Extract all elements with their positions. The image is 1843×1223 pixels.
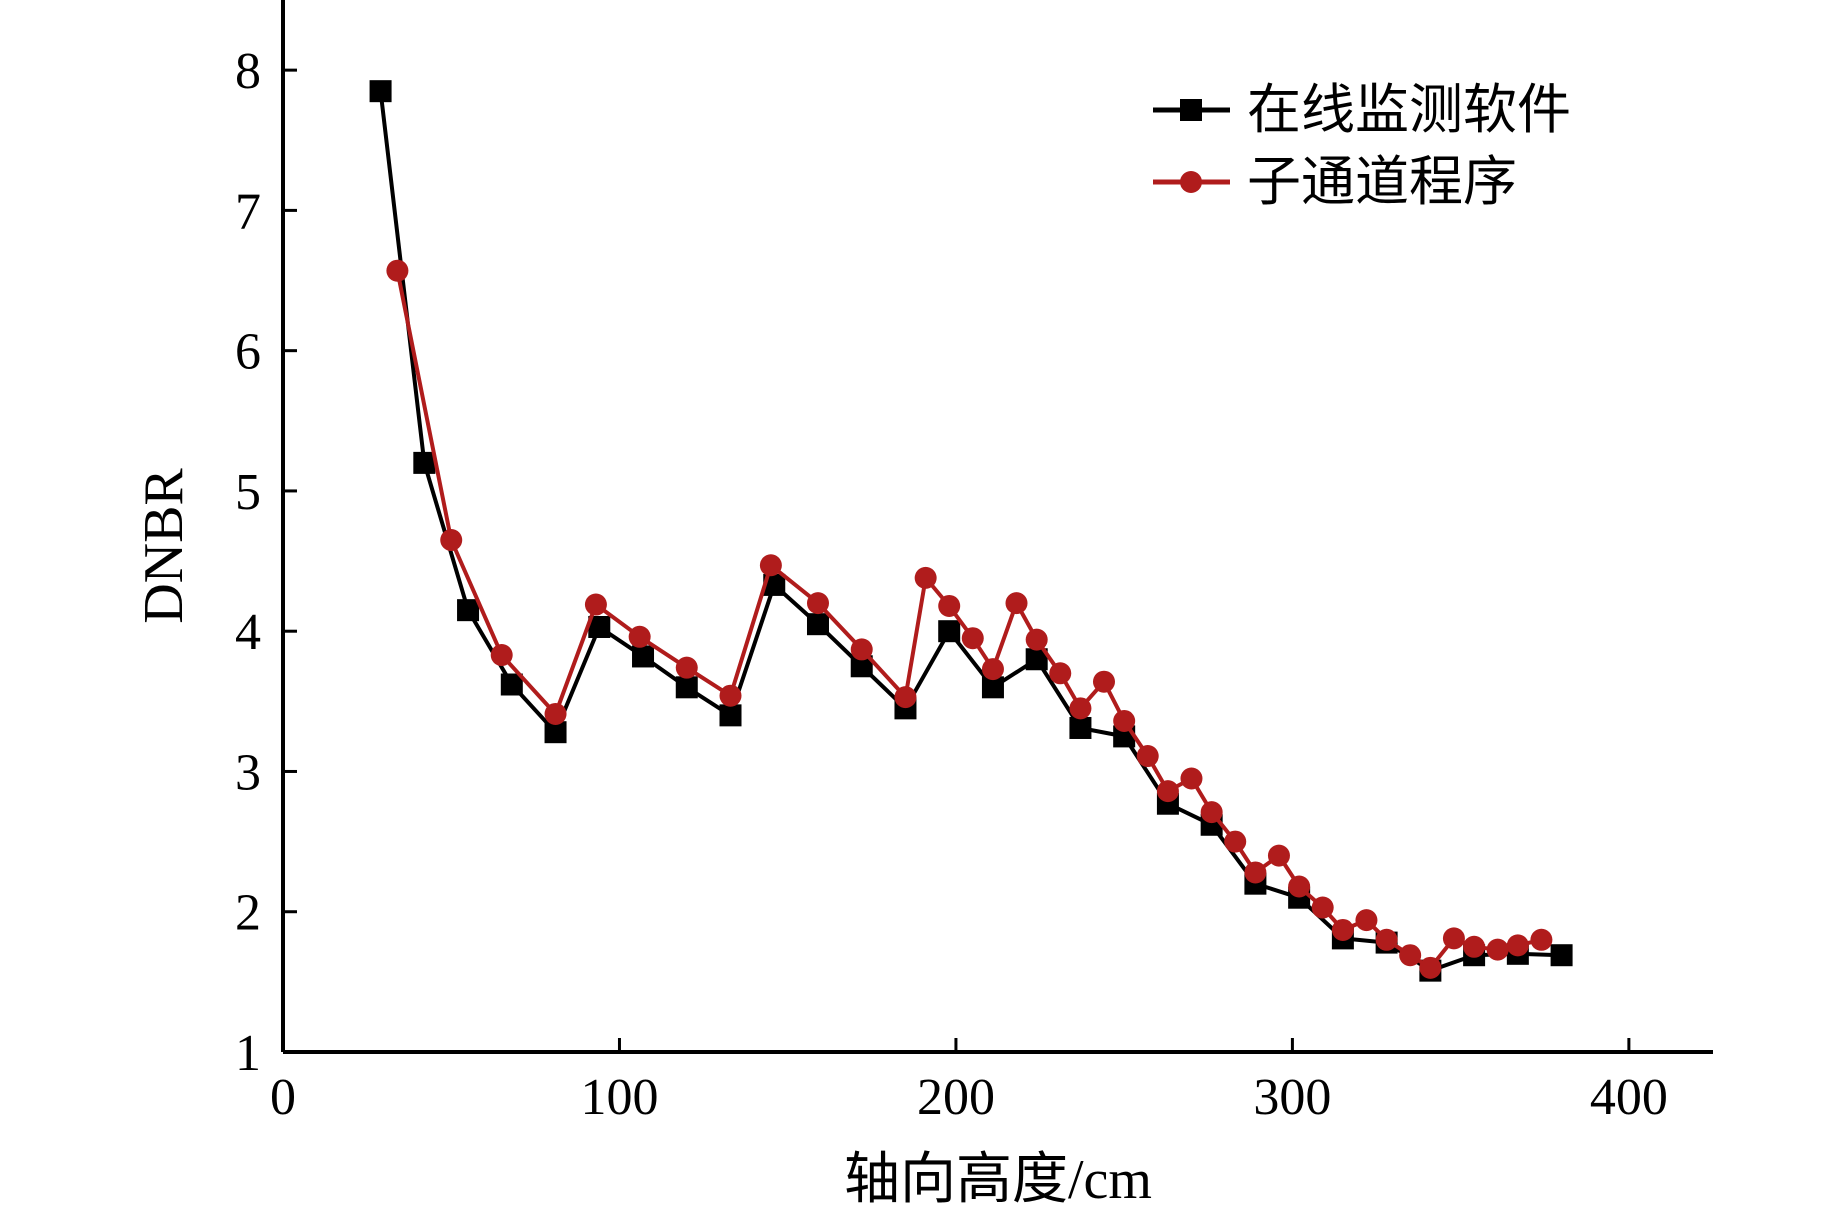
- y-tick-label: 2: [235, 885, 261, 942]
- data-point: [981, 676, 1004, 699]
- data-point: [369, 80, 392, 103]
- y-tick-label: 4: [235, 604, 261, 661]
- y-tick-label: 1: [235, 1025, 261, 1082]
- data-point: [544, 721, 567, 744]
- series-line: [378, 90, 1562, 973]
- data-point: [1224, 830, 1247, 853]
- data-point: [1092, 670, 1115, 693]
- data-point: [1375, 928, 1398, 951]
- data-point: [850, 655, 873, 678]
- legend-item: 在线监测软件: [1153, 78, 1571, 141]
- data-point: [500, 673, 523, 696]
- legend-marker: [1180, 99, 1202, 121]
- data-point: [1267, 844, 1290, 867]
- y-tick-label: 3: [235, 744, 261, 801]
- data-point: [1156, 780, 1179, 803]
- series-line: [395, 270, 1542, 970]
- data-point: [413, 451, 436, 474]
- legend-label: 子通道程序: [1247, 150, 1517, 213]
- data-point: [1442, 927, 1465, 950]
- series-layer: [369, 80, 1573, 982]
- data-point: [981, 658, 1004, 681]
- data-point: [759, 554, 782, 577]
- data-point: [440, 529, 463, 552]
- legend-label: 在线监测软件: [1247, 78, 1571, 141]
- data-point: [628, 625, 651, 648]
- data-point: [961, 627, 984, 650]
- data-point: [1025, 648, 1048, 671]
- y-tick-label: 5: [235, 464, 261, 521]
- data-point: [675, 676, 698, 699]
- data-point: [894, 686, 917, 709]
- x-ticks: 0 100 200 300 400: [270, 1038, 1668, 1126]
- data-point: [1506, 934, 1529, 957]
- series-1: [369, 80, 1573, 982]
- data-point: [632, 645, 655, 668]
- data-point: [1311, 896, 1334, 919]
- x-tick-label: 300: [1253, 1069, 1331, 1126]
- data-point: [938, 620, 961, 643]
- data-point: [675, 656, 698, 679]
- data-point: [914, 566, 937, 589]
- data-point: [1355, 909, 1378, 932]
- legend-marker: [1180, 171, 1202, 193]
- data-point: [1288, 875, 1311, 898]
- data-point: [584, 593, 607, 616]
- data-point: [544, 702, 567, 725]
- y-tick-label: 7: [235, 183, 261, 240]
- data-point: [1486, 938, 1509, 961]
- x-tick-label: 100: [580, 1069, 658, 1126]
- data-point: [938, 594, 961, 617]
- data-point: [1530, 928, 1553, 951]
- data-point: [1180, 767, 1203, 790]
- y-tick-label: 6: [235, 324, 261, 381]
- series-2: [386, 259, 1553, 979]
- data-point: [719, 684, 742, 707]
- data-point: [1069, 716, 1092, 739]
- x-tick-label: 200: [917, 1069, 995, 1126]
- data-point: [1463, 935, 1486, 958]
- x-tick-label: 0: [270, 1069, 296, 1126]
- data-point: [719, 704, 742, 727]
- data-point: [1399, 944, 1422, 967]
- axes: 0 100 200 300 400 1 2 3 4 5 6 7 8: [235, 0, 1713, 1126]
- data-point: [850, 638, 873, 661]
- data-point: [490, 644, 513, 667]
- data-point: [1244, 861, 1267, 884]
- data-point: [1136, 745, 1159, 768]
- data-point: [763, 573, 786, 596]
- y-tick-label: 8: [235, 43, 261, 100]
- data-point: [1069, 697, 1092, 720]
- data-point: [1550, 944, 1573, 967]
- data-point: [1025, 628, 1048, 651]
- data-point: [457, 599, 480, 622]
- data-point: [1113, 709, 1136, 732]
- x-axis-title: 轴向高度/cm: [844, 1149, 1152, 1211]
- legend-item: 子通道程序: [1153, 150, 1517, 213]
- data-point: [1049, 662, 1072, 685]
- data-point: [1419, 956, 1442, 979]
- data-point: [806, 592, 829, 615]
- data-point: [806, 613, 829, 636]
- data-point: [1200, 801, 1223, 824]
- y-ticks: 1 2 3 4 5 6 7 8: [235, 43, 297, 1082]
- y-axis-title: DNBR: [133, 468, 195, 624]
- x-tick-label: 400: [1590, 1069, 1668, 1126]
- data-point: [386, 259, 409, 282]
- data-point: [588, 615, 611, 638]
- data-point: [1331, 918, 1354, 941]
- data-point: [1005, 592, 1028, 615]
